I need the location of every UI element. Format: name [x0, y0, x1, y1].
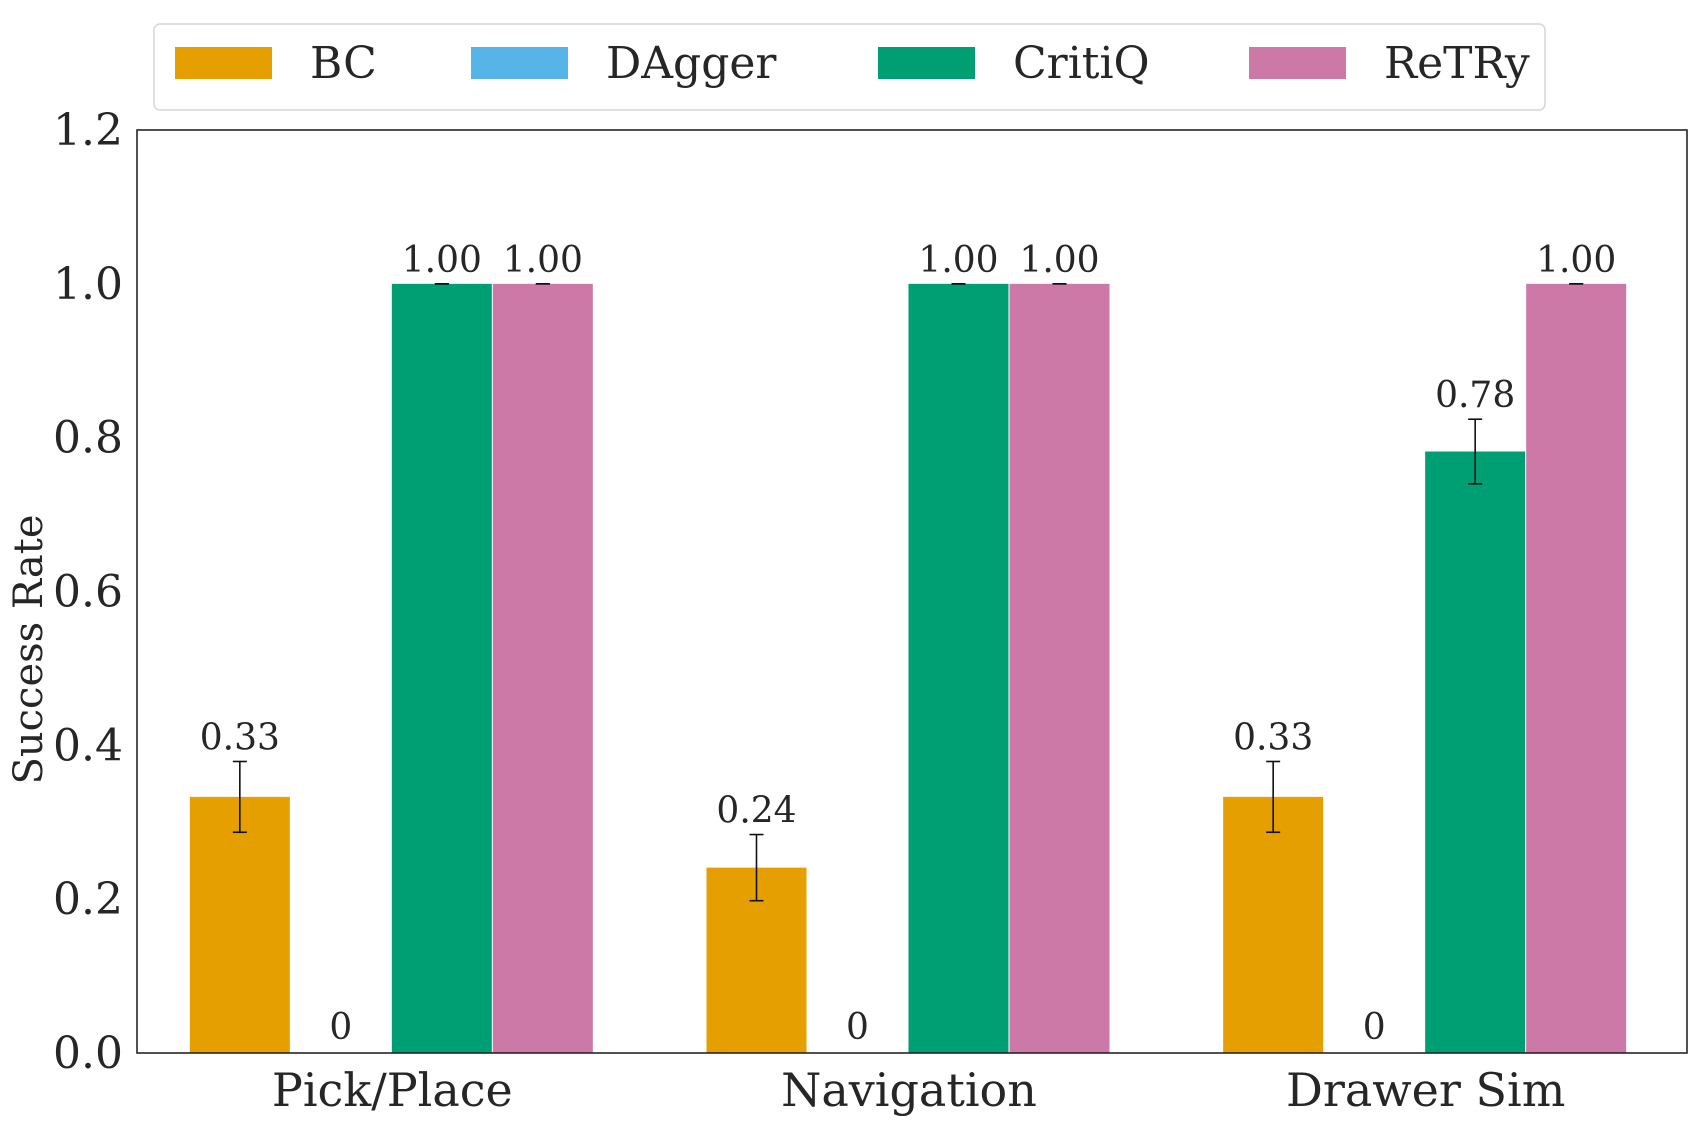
x-tick-label: Pick/Place [272, 1063, 513, 1117]
data-label: 1.00 [402, 240, 482, 281]
data-label: 0 [1363, 1007, 1386, 1048]
data-label: 1.00 [918, 240, 998, 281]
bar-retry-3 [1526, 283, 1627, 1053]
data-label: 0 [846, 1007, 869, 1048]
bar-retry-2 [1009, 283, 1110, 1053]
legend-label: ReTRy [1384, 38, 1530, 89]
data-label: 0.24 [716, 791, 796, 832]
data-label: 1.00 [1019, 240, 1099, 281]
bars-group [189, 283, 1627, 1053]
legend-label: DAgger [606, 38, 777, 89]
y-axis-ticks: 0.0 0.2 0.4 0.6 0.8 1.0 1.2 [53, 105, 123, 1079]
bar-critiq-3 [1425, 451, 1526, 1053]
x-axis-ticks: Pick/Place Navigation Drawer Sim [272, 1063, 1565, 1117]
y-tick-label: 0.2 [53, 874, 123, 925]
legend-label: BC [310, 38, 377, 89]
legend-swatch-bc [175, 47, 272, 79]
plot-frame [136, 129, 1688, 1054]
x-tick-label: Drawer Sim [1286, 1063, 1565, 1117]
data-label: 0.33 [200, 717, 280, 758]
data-label: 1.00 [1536, 240, 1616, 281]
legend-label: CritiQ [1013, 38, 1150, 89]
data-label: 1.00 [503, 240, 583, 281]
y-tick-label: 1.2 [53, 105, 123, 156]
legend: BC DAgger CritiQ ReTRy [153, 23, 1546, 111]
y-tick-label: 0.4 [53, 720, 123, 771]
bar-bc-3 [1223, 796, 1324, 1053]
data-labels-group: 0.33 0 1.00 1.00 0.24 0 1.00 1.00 0.33 0 0.78 1.00 [200, 240, 1616, 1048]
y-tick-label: 0.8 [53, 413, 123, 464]
legend-box [153, 23, 1546, 111]
bar-critiq-1 [391, 283, 492, 1053]
data-label: 0 [329, 1007, 352, 1048]
y-tick-label: 1.0 [53, 259, 123, 310]
error-bars-group [232, 283, 1584, 902]
legend-swatch-dagger [471, 47, 568, 79]
y-tick-label: 0.6 [53, 567, 123, 618]
data-label: 0.78 [1435, 375, 1515, 416]
bar-critiq-2 [908, 283, 1009, 1053]
bar-retry-1 [492, 283, 593, 1053]
legend-swatch-retry [1249, 47, 1346, 79]
y-axis-title: Success Rate [6, 514, 52, 784]
legend-swatch-critiq [878, 47, 975, 79]
bar-bc-1 [189, 796, 290, 1053]
y-tick-label: 0.0 [53, 1028, 123, 1079]
x-tick-label: Navigation [781, 1063, 1037, 1117]
data-label: 0.33 [1233, 717, 1313, 758]
